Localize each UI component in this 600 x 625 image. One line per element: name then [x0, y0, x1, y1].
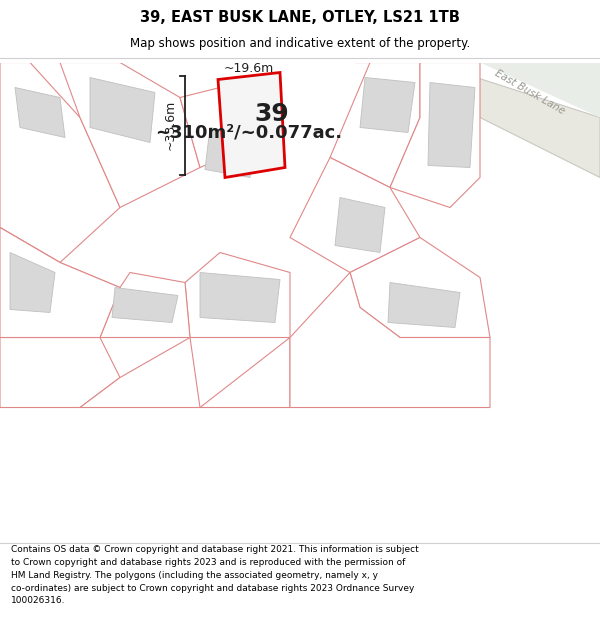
Polygon shape [428, 82, 475, 168]
Polygon shape [0, 338, 120, 408]
Polygon shape [0, 228, 120, 338]
Polygon shape [185, 253, 290, 338]
Polygon shape [290, 158, 420, 272]
Text: ~310m²/~0.077ac.: ~310m²/~0.077ac. [155, 124, 342, 141]
Polygon shape [0, 62, 120, 262]
Polygon shape [480, 62, 600, 118]
Text: 39, EAST BUSK LANE, OTLEY, LS21 1TB: 39, EAST BUSK LANE, OTLEY, LS21 1TB [140, 10, 460, 25]
Polygon shape [390, 62, 480, 208]
Polygon shape [112, 288, 178, 322]
Text: Contains OS data © Crown copyright and database right 2021. This information is : Contains OS data © Crown copyright and d… [11, 545, 419, 606]
Text: ~19.6m: ~19.6m [224, 62, 274, 76]
Polygon shape [360, 78, 415, 132]
Polygon shape [350, 238, 490, 338]
Polygon shape [218, 72, 285, 178]
Polygon shape [330, 62, 420, 188]
Polygon shape [180, 78, 270, 168]
Polygon shape [200, 338, 290, 408]
Polygon shape [15, 88, 65, 138]
Text: ~33.6m: ~33.6m [164, 100, 177, 150]
Polygon shape [335, 198, 385, 252]
Polygon shape [80, 338, 200, 408]
Polygon shape [388, 282, 460, 328]
Polygon shape [100, 272, 190, 338]
Text: Map shows position and indicative extent of the property.: Map shows position and indicative extent… [130, 37, 470, 49]
Polygon shape [205, 127, 255, 177]
Polygon shape [200, 272, 280, 322]
Polygon shape [10, 253, 55, 312]
Polygon shape [290, 272, 490, 408]
Polygon shape [0, 228, 120, 338]
Text: 39: 39 [254, 102, 289, 126]
Polygon shape [60, 62, 200, 208]
Polygon shape [90, 78, 155, 142]
Text: East Busk Lane: East Busk Lane [493, 68, 567, 117]
Polygon shape [370, 62, 600, 178]
